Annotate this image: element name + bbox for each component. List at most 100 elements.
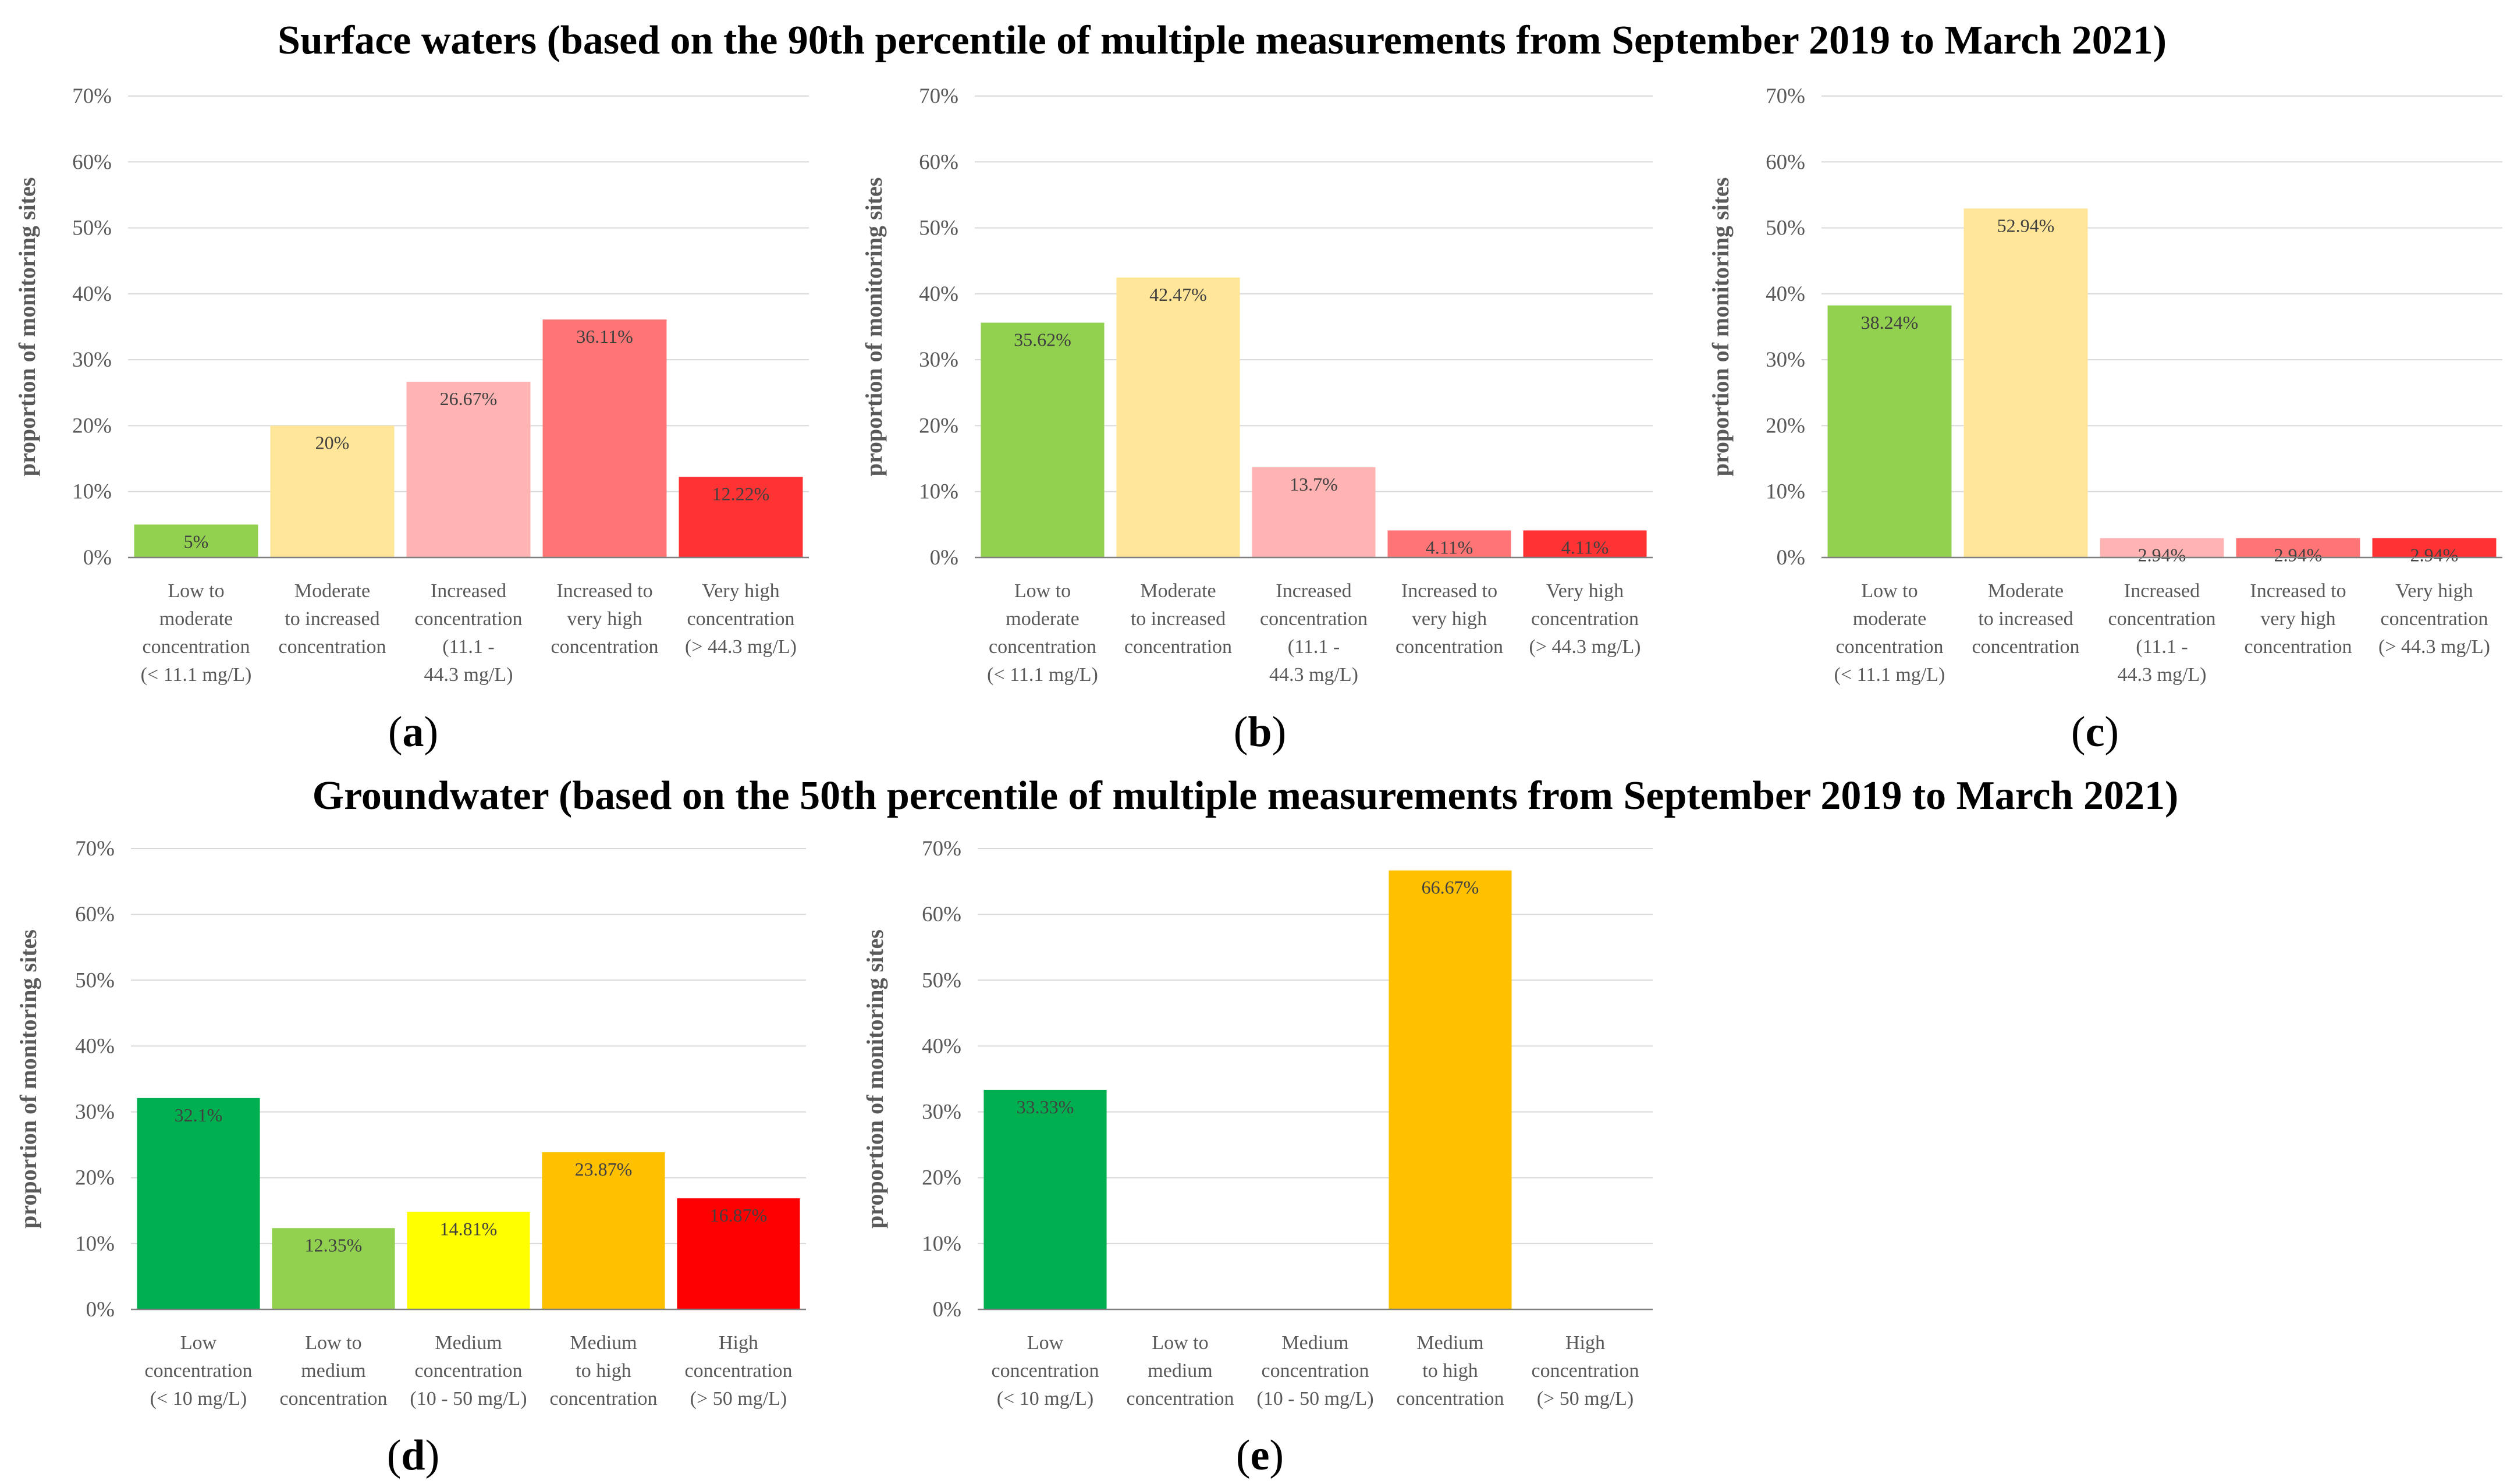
panel-label: (d)	[387, 1432, 439, 1479]
bar	[137, 1098, 260, 1309]
y-tick-label: 50%	[922, 968, 961, 992]
data-label: 23.87%	[575, 1159, 633, 1180]
surface-waters-title: Surface waters (based on the 90th percen…	[278, 18, 2167, 63]
bar	[679, 477, 803, 558]
data-label: 4.11%	[1561, 537, 1608, 558]
y-tick-label: 0%	[83, 546, 112, 570]
y-tick-label: 50%	[75, 968, 115, 992]
data-label: 4.11%	[1426, 537, 1473, 558]
bar	[270, 425, 395, 558]
data-label: 20%	[315, 432, 350, 453]
bar	[1116, 277, 1240, 558]
y-tick-label: 50%	[72, 216, 112, 240]
bar	[1387, 530, 1511, 558]
bar	[983, 1089, 1107, 1309]
bar	[1827, 305, 1952, 558]
y-tick-label: 30%	[919, 348, 958, 372]
data-label: 2.94%	[2410, 545, 2459, 566]
y-tick-label: 20%	[1766, 414, 1805, 438]
y-tick-label: 40%	[922, 1034, 961, 1058]
bar	[2236, 538, 2360, 558]
chart-panel-d: 0% 10% 20% 30% 40% 50% 60% 70% proportion of mon…	[15, 837, 806, 1479]
category-label: Increased to very high concentration	[551, 580, 658, 658]
y-tick-label: 0%	[933, 1298, 961, 1322]
category-label: Low to moderate concentration (< 11.1 mg/L)	[987, 580, 1098, 686]
y-tick-label: 40%	[72, 282, 112, 306]
y-tick-label: 70%	[72, 84, 112, 108]
category-label: Increased concentration (11.1 -44.3 mg/L)	[1260, 580, 1368, 686]
category-label: Low concentration (< 10 mg/L)	[144, 1332, 252, 1410]
bar	[407, 1212, 530, 1309]
bar	[542, 319, 667, 558]
data-label: 13.7%	[1290, 474, 1338, 495]
panel-label: (e)	[1236, 1432, 1284, 1479]
category-label: Very high concentration (> 44.3 mg/L)	[2378, 580, 2490, 658]
bar	[542, 1152, 665, 1309]
category-label: High concentration (> 50 mg/L)	[684, 1332, 792, 1410]
data-label: 35.62%	[1014, 329, 1071, 350]
y-tick-label: 30%	[72, 348, 112, 372]
category-label: Moderate to increased concentration	[1972, 580, 2079, 658]
y-axis-title: proportion of monitoring sites	[1707, 177, 1734, 477]
y-tick-label: 60%	[72, 150, 112, 174]
bar	[134, 524, 258, 558]
data-label: 2.94%	[2138, 545, 2186, 566]
data-label: 2.94%	[2274, 545, 2323, 566]
category-label: Moderate to increased concentration	[278, 580, 386, 658]
panel-label: (c)	[2071, 708, 2119, 756]
bar	[981, 322, 1105, 558]
data-label: 14.81%	[440, 1218, 498, 1239]
y-tick-label: 50%	[919, 216, 958, 240]
bar	[1389, 870, 1512, 1309]
data-label: 12.35%	[305, 1234, 363, 1255]
y-axis-title: proportion of monitoring sites	[15, 929, 41, 1229]
y-tick-label: 30%	[1766, 348, 1805, 372]
category-label: Medium to high concentration	[1396, 1332, 1504, 1410]
y-tick-label: 50%	[1766, 216, 1805, 240]
data-label: 33.33%	[1017, 1096, 1074, 1117]
bar	[2100, 538, 2224, 558]
y-tick-label: 20%	[919, 414, 958, 438]
y-axis-title: proportion of monitoring sites	[14, 177, 40, 477]
category-label: Medium concentration (10 - 50 mg/L)	[1256, 1332, 1373, 1410]
y-tick-label: 40%	[919, 282, 958, 306]
y-tick-label: 40%	[1766, 282, 1805, 306]
bar	[677, 1198, 800, 1309]
chart-panel-e: 0% 10% 20% 30% 40% 50% 60% 70% proportion of mon…	[862, 837, 1653, 1479]
chart-panel-b: 0% 10% 20% 30% 40% 50% 60% 70% proportion of mon…	[861, 84, 1653, 756]
y-tick-label: 30%	[75, 1100, 115, 1124]
y-tick-label: 10%	[75, 1232, 115, 1256]
data-label: 26.67%	[440, 388, 498, 409]
category-label: Low to medium concentration	[1126, 1332, 1234, 1410]
category-label: Low to moderate concentration (< 11.1 mg/L)	[141, 580, 252, 686]
y-tick-label: 20%	[75, 1166, 115, 1190]
data-label: 42.47%	[1149, 284, 1207, 305]
category-label: Low concentration (< 10 mg/L)	[991, 1332, 1099, 1410]
category-label: Very high concentration (> 44.3 mg/L)	[1529, 580, 1641, 658]
bar	[272, 1228, 395, 1309]
y-tick-label: 40%	[75, 1034, 115, 1058]
bar	[1963, 208, 2088, 558]
category-label: Medium concentration (10 - 50 mg/L)	[410, 1332, 527, 1410]
category-label: Increased concentration (11.1 -44.3 mg/L)	[2108, 580, 2215, 686]
category-label: Increased to very high concentration	[2244, 580, 2352, 658]
panel-label: (a)	[388, 708, 438, 756]
data-label: 36.11%	[576, 326, 633, 347]
data-label: 66.67%	[1422, 877, 1479, 898]
y-tick-label: 0%	[930, 546, 958, 570]
category-label: Increased to very high concentration	[1396, 580, 1503, 658]
y-axis-title: proportion of monitoring sites	[862, 929, 888, 1229]
y-tick-label: 0%	[86, 1298, 115, 1322]
data-label: 12.22%	[712, 484, 770, 505]
y-tick-label: 0%	[1777, 546, 1805, 570]
bar	[2372, 538, 2497, 558]
category-label: Low to medium concentration	[279, 1332, 387, 1410]
bar	[1523, 530, 1647, 558]
category-label: High concentration (> 50 mg/L)	[1531, 1332, 1639, 1410]
y-tick-label: 60%	[75, 903, 115, 926]
bar	[1252, 467, 1376, 558]
chart-panel-c: 0% 10% 20% 30% 40% 50% 60% 70% proportion of mon…	[1707, 84, 2502, 756]
data-label: 52.94%	[1997, 215, 2055, 236]
y-tick-label: 10%	[919, 480, 958, 504]
